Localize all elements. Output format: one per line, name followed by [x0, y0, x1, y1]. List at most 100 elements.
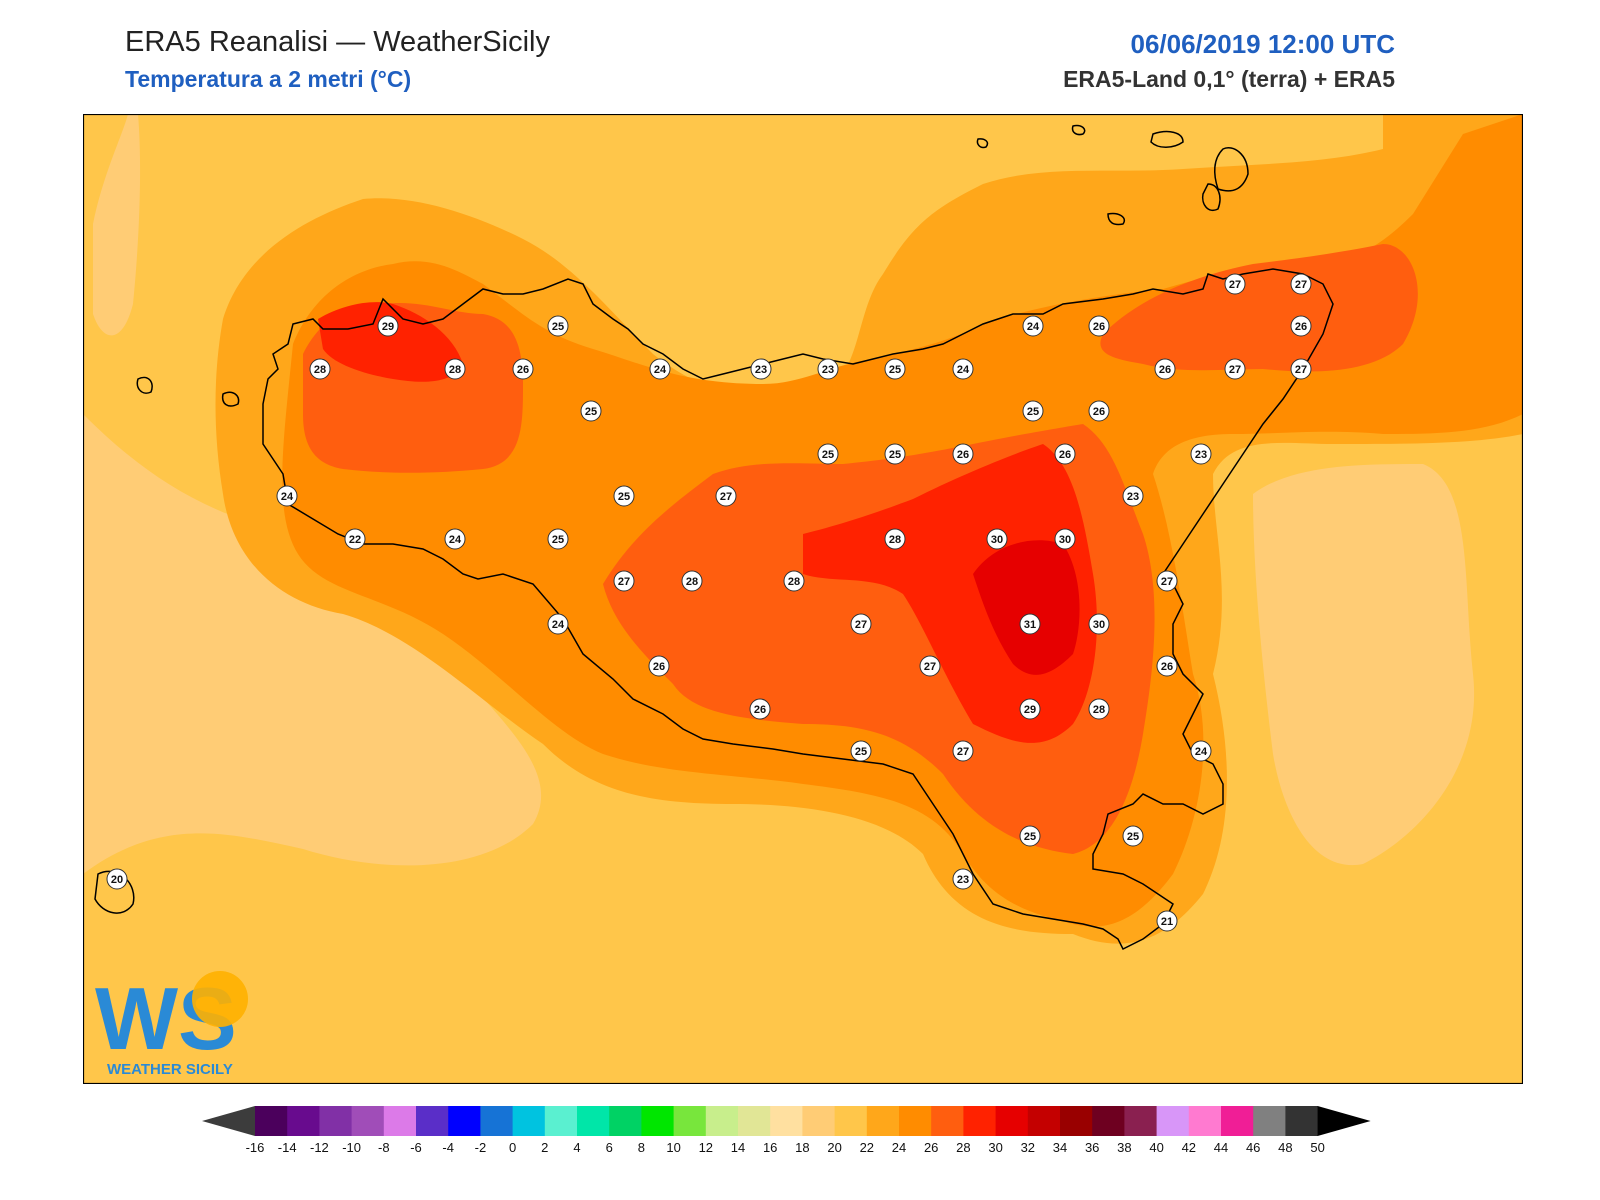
station-marker: 23 — [1122, 485, 1144, 507]
station-dot — [1088, 698, 1110, 720]
colorbar-cell — [705, 1106, 739, 1136]
station-dot — [1290, 315, 1312, 337]
station-marker: 25 — [580, 400, 602, 422]
station-dot — [1122, 825, 1144, 847]
colorbar-cell — [1092, 1106, 1125, 1136]
colorbar-cell — [480, 1106, 514, 1136]
station-value: 25 — [1027, 406, 1039, 418]
station-dot — [512, 358, 534, 380]
station-marker: 27 — [1290, 273, 1312, 295]
station-marker: 25 — [884, 358, 906, 380]
station-dot — [276, 485, 298, 507]
station-marker: 26 — [1088, 315, 1110, 337]
station-marker: 24 — [649, 358, 671, 380]
station-value: 26 — [957, 449, 969, 461]
station-dot — [1224, 358, 1246, 380]
station-dot — [649, 358, 671, 380]
station-marker: 25 — [613, 485, 635, 507]
station-value: 28 — [686, 576, 698, 588]
colorbar-cell — [1285, 1106, 1319, 1136]
station-marker: 29 — [377, 315, 399, 337]
station-dot — [952, 358, 974, 380]
station-marker: 23 — [1190, 443, 1212, 465]
station-marker: 25 — [547, 315, 569, 337]
station-marker: 25 — [817, 443, 839, 465]
station-value: 27 — [720, 491, 732, 503]
colorbar-tick-label: 28 — [956, 1140, 970, 1155]
colorbar-cells — [202, 1106, 1371, 1136]
temp-band-26-northeast — [1100, 244, 1418, 372]
colorbar-cell — [770, 1106, 803, 1136]
station-dot — [1019, 698, 1041, 720]
station-marker: 25 — [1122, 825, 1144, 847]
station-value: 29 — [382, 321, 394, 333]
station-value: 27 — [618, 576, 630, 588]
colorbar-cell — [641, 1106, 675, 1136]
station-dot — [1088, 315, 1110, 337]
colorbar-tick-label: 18 — [795, 1140, 809, 1155]
station-dot — [1290, 358, 1312, 380]
station-value: 29 — [1024, 704, 1036, 716]
colorbar-tick-label: 14 — [731, 1140, 745, 1155]
station-dot — [1156, 570, 1178, 592]
colorbar-tick-label: 44 — [1214, 1140, 1228, 1155]
station-value: 22 — [349, 534, 361, 546]
station-dot — [952, 740, 974, 762]
colorbar-cell — [287, 1106, 320, 1136]
colorbar-cell — [963, 1106, 997, 1136]
colorbar-tick-label: 20 — [827, 1140, 841, 1155]
colorbar-ticks: -16 -14 -12 -10 -8 -6 -4 -2 0 2 4 6 8 10 12 14 16 18 20 22 2… — [246, 1140, 1325, 1155]
colorbar-cell — [866, 1106, 900, 1136]
station-dot — [613, 485, 635, 507]
station-marker: 27 — [850, 613, 872, 635]
station-dot — [1019, 613, 1041, 635]
station-value: 25 — [552, 534, 564, 546]
station-value: 26 — [1093, 321, 1105, 333]
station-dot — [648, 655, 670, 677]
station-dot — [1054, 528, 1076, 550]
station-value: 28 — [314, 364, 326, 376]
colorbar-tick-label: 32 — [1021, 1140, 1035, 1155]
station-dot — [444, 528, 466, 550]
station-value: 27 — [924, 661, 936, 673]
station-marker: 28 — [1088, 698, 1110, 720]
station-dot — [1156, 655, 1178, 677]
station-marker: 24 — [1022, 315, 1044, 337]
station-value: 28 — [449, 364, 461, 376]
colorbar-cell — [609, 1106, 642, 1136]
station-marker: 29 — [1019, 698, 1041, 720]
station-marker: 30 — [986, 528, 1008, 550]
cool-patch-east — [1253, 464, 1475, 866]
station-marker: 25 — [1019, 825, 1041, 847]
colorbar-cell — [383, 1106, 417, 1136]
station-value: 25 — [1024, 831, 1036, 843]
station-marker: 30 — [1088, 613, 1110, 635]
station-value: 27 — [1295, 364, 1307, 376]
colorbar-cell — [448, 1106, 481, 1136]
station-dot — [547, 315, 569, 337]
logo-sun-icon — [192, 971, 248, 1027]
station-value: 27 — [957, 746, 969, 758]
colorbar-tick-label: 50 — [1310, 1140, 1324, 1155]
colorbar-cell — [512, 1106, 546, 1136]
colorbar-tick-label: 48 — [1278, 1140, 1292, 1155]
cool-patch-northwest — [93, 114, 141, 336]
colorbar-tick-label: -6 — [410, 1140, 422, 1155]
station-marker: 22 — [344, 528, 366, 550]
station-marker: 27 — [613, 570, 635, 592]
station-marker: 26 — [1054, 443, 1076, 465]
station-value: 23 — [1127, 491, 1139, 503]
station-value: 30 — [1093, 619, 1105, 631]
station-dot — [919, 655, 941, 677]
station-dot — [749, 698, 771, 720]
colorbar-tick-label: 16 — [763, 1140, 777, 1155]
station-value: 27 — [1229, 279, 1241, 291]
station-value: 24 — [1027, 321, 1040, 333]
temperature-colorbar: -16 -14 -12 -10 -8 -6 -4 -2 0 2 4 6 8 10 12 14 16 18 20 22 2… — [202, 1106, 1371, 1155]
colorbar-cell — [319, 1106, 353, 1136]
station-value: 23 — [822, 364, 834, 376]
station-value: 26 — [653, 661, 665, 673]
station-marker: 23 — [952, 868, 974, 890]
station-dot — [986, 528, 1008, 550]
station-dot — [1088, 400, 1110, 422]
